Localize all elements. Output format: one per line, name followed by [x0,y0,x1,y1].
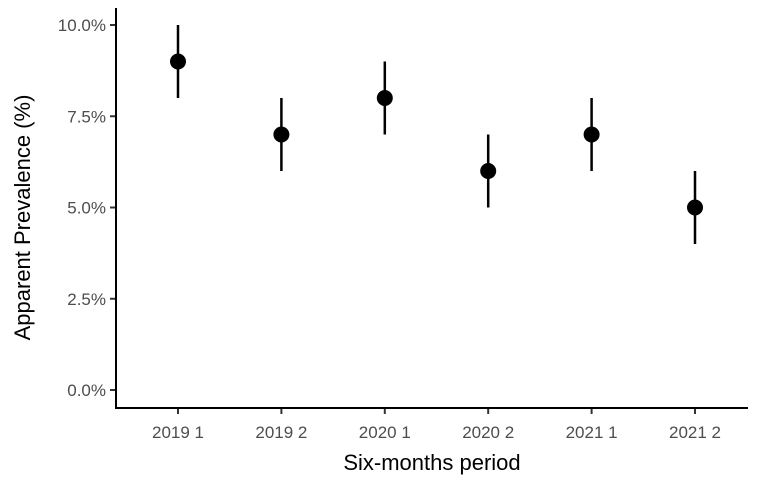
y-axis-title: Apparent Prevalence (%) [10,95,35,341]
data-point [273,126,290,143]
data-point [583,126,600,143]
x-tick-label: 2020 2 [462,423,514,442]
y-tick-label: 2.5% [67,290,106,309]
x-axis-ticks: 2019 1 2019 2 2020 1 2020 2 2021 1 2021 2 [152,408,721,442]
y-tick-label: 10.0% [58,16,106,35]
x-tick-label: 2021 2 [669,423,721,442]
data-point [170,53,186,70]
data-marks [170,25,703,244]
y-tick-label: 0.0% [67,381,106,400]
x-tick-label: 2019 1 [152,423,204,442]
x-tick-label: 2020 1 [359,423,411,442]
data-point [480,163,497,179]
x-tick-label: 2019 2 [255,423,307,442]
y-tick-label: 5.0% [67,199,106,218]
y-tick-label: 7.5% [67,107,106,126]
x-axis-title: Six-months period [343,450,520,475]
data-point [687,199,703,216]
y-axis-ticks: 0.0% 2.5% 5.0% 7.5% 10.0% [58,16,116,400]
data-point [376,90,393,106]
x-tick-label: 2021 1 [566,423,618,442]
